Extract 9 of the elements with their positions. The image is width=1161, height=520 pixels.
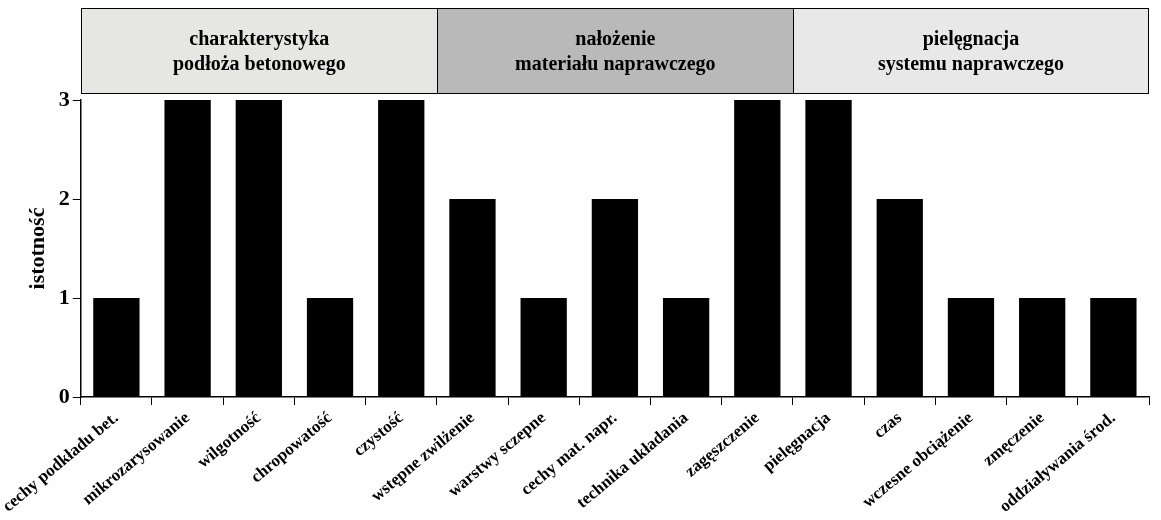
y-axis-title: istotność: [24, 207, 50, 290]
text: pielęgnacja systemu naprawczego: [792, 8, 1149, 94]
y-tick-label: 0: [58, 382, 70, 408]
y-tick-label: 1: [58, 283, 70, 309]
y-tick-label: 3: [58, 85, 70, 111]
x-tick-label: czas: [869, 407, 906, 442]
y-tick-label: 2: [58, 184, 70, 210]
text: nałożenie materiału naprawczego: [436, 8, 794, 94]
text: charakterystyka podłoża betonowego: [80, 8, 438, 94]
